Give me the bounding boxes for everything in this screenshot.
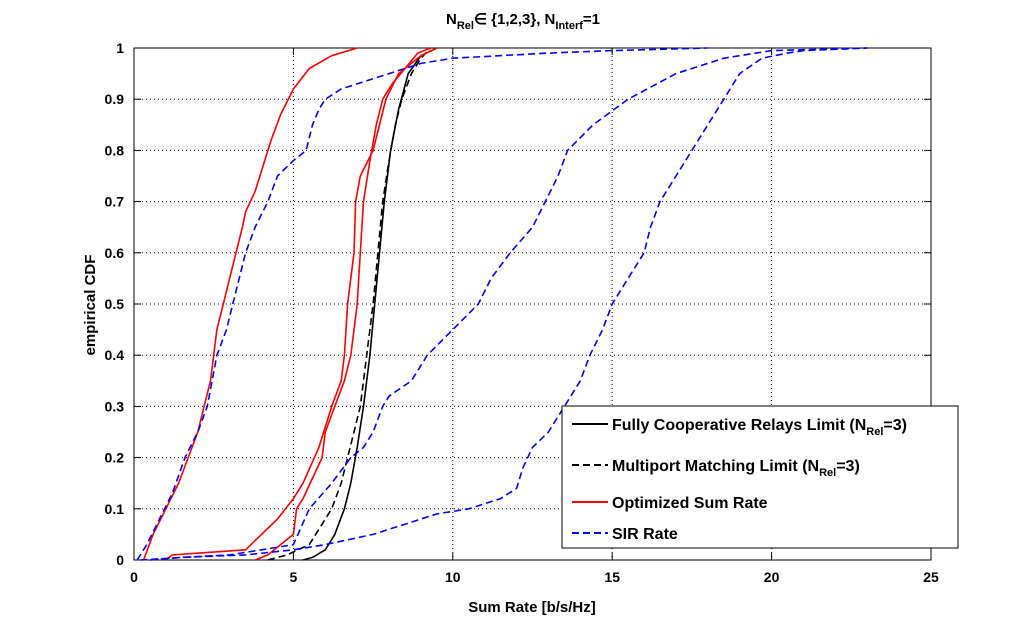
x-tick-label: 25 [923, 569, 939, 585]
y-tick-label: 0.9 [105, 91, 125, 107]
y-tick-label: 1 [116, 40, 124, 56]
chart-title: NRel∈ {1,2,3}, NInterf=1 [446, 11, 600, 32]
series-line-8 [149, 47, 868, 561]
series-line-5 [254, 47, 431, 561]
legend-label: Fully Cooperative Relays Limit (NRel=3) [612, 417, 907, 438]
series-line-6 [136, 47, 708, 561]
y-tick-label: 0.8 [105, 142, 125, 158]
series-line-7 [140, 47, 868, 561]
y-tick-label: 0 [116, 552, 124, 568]
x-tick-label: 15 [604, 569, 620, 585]
legend-label: SIR Rate [612, 526, 678, 543]
legend-label: Optimized Sum Rate [612, 495, 768, 512]
y-tick-label: 0.5 [105, 296, 125, 312]
y-axis-ticks: 0 0.1 0.2 0.3 0.4 0.5 0.6 0.7 0.8 0.9 1 [105, 40, 931, 568]
x-tick-label: 10 [445, 569, 461, 585]
x-axis-label: Sum Rate [b/s/Hz] [468, 599, 596, 616]
series-line-4 [165, 47, 438, 561]
y-tick-label: 0.4 [105, 347, 125, 363]
y-tick-label: 0.3 [105, 398, 125, 414]
series-group [136, 47, 868, 561]
y-axis-label: empirical CDF [82, 255, 99, 356]
y-tick-label: 0.7 [105, 194, 125, 210]
x-tick-label: 5 [290, 569, 298, 585]
x-tick-label: 20 [764, 569, 780, 585]
series-line-1 [302, 47, 438, 561]
x-tick-label: 0 [130, 569, 138, 585]
y-tick-label: 0.6 [105, 245, 125, 261]
y-tick-label: 0.2 [105, 450, 125, 466]
series-line-3 [142, 47, 358, 561]
legend-box [561, 405, 959, 549]
legend-label: Multiport Matching Limit (NRel=3) [612, 458, 860, 479]
legend: Fully Cooperative Relays Limit (NRel=3) M… [561, 405, 959, 549]
x-axis-ticks: 0 5 10 15 20 25 [130, 48, 939, 585]
series-line-2 [267, 47, 432, 561]
y-tick-label: 0.1 [105, 501, 125, 517]
